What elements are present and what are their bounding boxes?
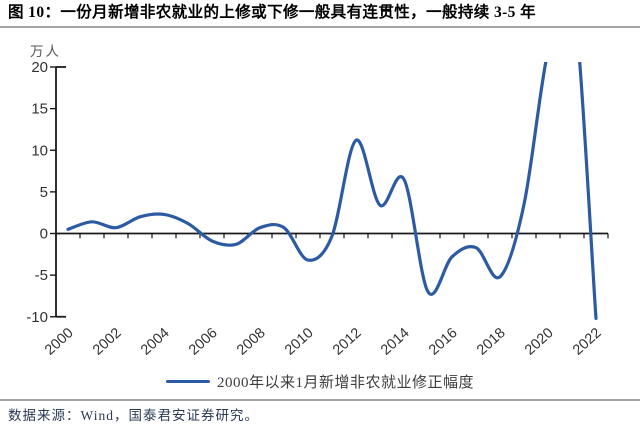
y-tick-label: 0 — [40, 226, 48, 243]
legend-label: 2000年以来1月新增非农就业修正幅度 — [216, 375, 474, 391]
x-tick-label: 2012 — [330, 325, 365, 358]
y-tick-label: -10 — [26, 309, 48, 326]
y-tick-label: 5 — [40, 184, 48, 201]
x-tick-label: 2006 — [186, 325, 221, 358]
x-tick-label: 2016 — [426, 325, 461, 358]
x-tick-label: 2004 — [138, 325, 173, 358]
x-tick-label: 2000 — [42, 325, 77, 358]
x-tick-label: 2014 — [378, 325, 413, 358]
y-tick-label: 10 — [31, 142, 48, 159]
title-divider — [0, 26, 640, 28]
source-note: 数据来源：Wind，国泰君安证券研究。 — [8, 408, 259, 423]
figure-title: 图 10：一份月新增非农就业的上修或下修一般具有连贯性，一般持续 3-5 年 — [8, 4, 536, 21]
legend-line-marker — [165, 380, 210, 383]
y-tick-label: 20 — [31, 59, 48, 76]
y-tick-label: 15 — [31, 101, 48, 118]
y-axis-unit-label: 万人 — [30, 44, 61, 59]
x-tick-label: 2018 — [474, 325, 509, 358]
x-tick-label: 2002 — [90, 325, 125, 358]
x-tick-label: 2010 — [282, 325, 317, 358]
x-tick-label: 2008 — [234, 325, 269, 358]
legend: 2000年以来1月新增非农就业修正幅度 — [0, 371, 640, 392]
x-tick-label: 2020 — [522, 325, 557, 358]
y-tick-label: -5 — [35, 267, 48, 284]
x-tick-label: 2022 — [570, 325, 605, 358]
footer-divider — [0, 399, 640, 401]
series-line — [66, 62, 598, 320]
